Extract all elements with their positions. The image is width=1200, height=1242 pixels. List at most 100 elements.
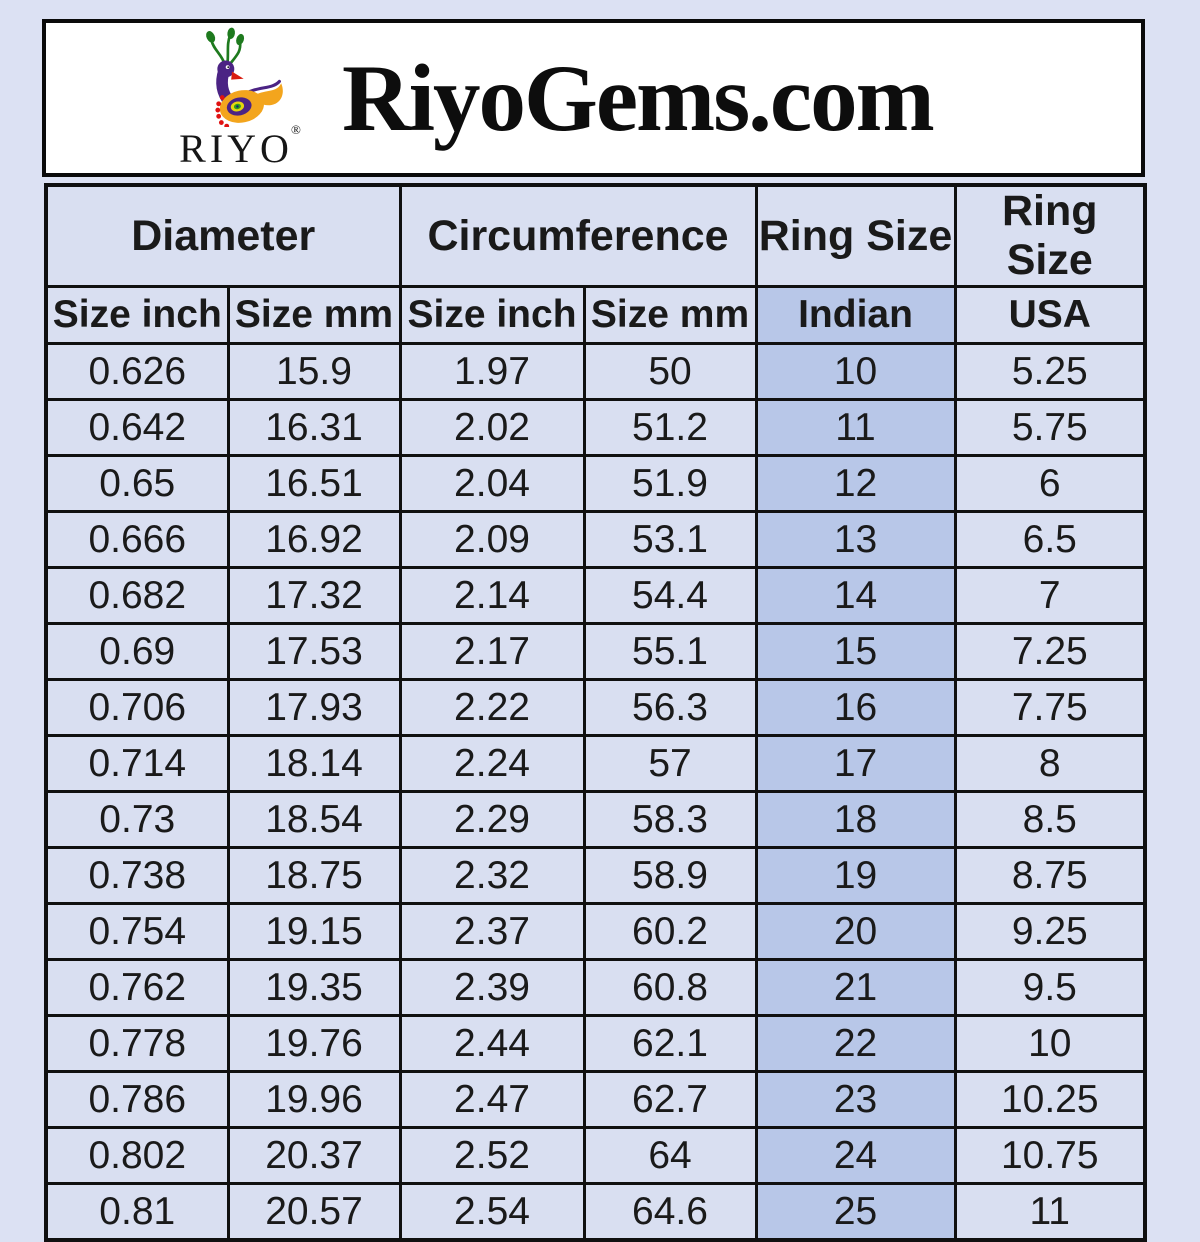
registered-trademark-symbol: ® <box>290 122 301 137</box>
cell-circumference-size-inch: 1.97 <box>398 342 586 401</box>
table-row: 0.65 16.51 2.04 51.9 12 6 <box>44 454 1147 513</box>
cell-diameter-size-mm: 18.75 <box>226 846 402 905</box>
cell-diameter-size-inch: 0.762 <box>44 958 230 1017</box>
cell-diameter-size-inch: 0.802 <box>44 1126 230 1185</box>
cell-circumference-size-mm: 62.7 <box>582 1070 758 1129</box>
cell-circumference-size-inch: 2.44 <box>398 1014 586 1073</box>
cell-diameter-size-mm: 15.9 <box>226 342 402 401</box>
sub-header-usa: USA <box>953 285 1147 345</box>
cell-ring-size-indian: 25 <box>754 1182 957 1242</box>
cell-diameter-size-mm: 16.31 <box>226 398 402 457</box>
cell-diameter-size-inch: 0.642 <box>44 398 230 457</box>
cell-diameter-size-mm: 18.14 <box>226 734 402 793</box>
cell-circumference-size-mm: 62.1 <box>582 1014 758 1073</box>
cell-circumference-size-mm: 58.3 <box>582 790 758 849</box>
cell-circumference-size-inch: 2.54 <box>398 1182 586 1242</box>
cell-ring-size-usa: 7 <box>953 566 1147 625</box>
cell-diameter-size-mm: 18.54 <box>226 790 402 849</box>
table-row: 0.706 17.93 2.22 56.3 16 7.75 <box>44 678 1147 737</box>
cell-circumference-size-inch: 2.47 <box>398 1070 586 1129</box>
cell-ring-size-usa: 9.25 <box>953 902 1147 961</box>
cell-ring-size-indian: 21 <box>754 958 957 1017</box>
cell-diameter-size-mm: 19.96 <box>226 1070 402 1129</box>
cell-diameter-size-mm: 17.93 <box>226 678 402 737</box>
sub-header-circumference-size-inch: Size inch <box>398 285 586 345</box>
cell-ring-size-indian: 18 <box>754 790 957 849</box>
cell-ring-size-indian: 22 <box>754 1014 957 1073</box>
cell-ring-size-usa: 9.5 <box>953 958 1147 1017</box>
cell-ring-size-indian: 15 <box>754 622 957 681</box>
cell-circumference-size-mm: 53.1 <box>582 510 758 569</box>
cell-diameter-size-mm: 19.35 <box>226 958 402 1017</box>
cell-ring-size-indian: 16 <box>754 678 957 737</box>
cell-ring-size-usa: 7.75 <box>953 678 1147 737</box>
logo-wordmark: RIYO® <box>179 122 301 171</box>
cell-circumference-size-mm: 64.6 <box>582 1182 758 1242</box>
cell-circumference-size-mm: 58.9 <box>582 846 758 905</box>
cell-circumference-size-mm: 60.2 <box>582 902 758 961</box>
table-row: 0.778 19.76 2.44 62.1 22 10 <box>44 1014 1147 1073</box>
cell-circumference-size-inch: 2.52 <box>398 1126 586 1185</box>
cell-ring-size-usa: 10.25 <box>953 1070 1147 1129</box>
table-row: 0.642 16.31 2.02 51.2 11 5.75 <box>44 398 1147 457</box>
site-title: RiyoGems.com <box>342 45 935 151</box>
sub-header-circumference-size-mm: Size mm <box>582 285 758 345</box>
cell-diameter-size-mm: 19.76 <box>226 1014 402 1073</box>
table-row: 0.666 16.92 2.09 53.1 13 6.5 <box>44 510 1147 569</box>
table-row: 0.754 19.15 2.37 60.2 20 9.25 <box>44 902 1147 961</box>
cell-diameter-size-mm: 19.15 <box>226 902 402 961</box>
cell-diameter-size-inch: 0.786 <box>44 1070 230 1129</box>
cell-circumference-size-inch: 2.04 <box>398 454 586 513</box>
cell-diameter-size-inch: 0.706 <box>44 678 230 737</box>
cell-diameter-size-mm: 20.37 <box>226 1126 402 1185</box>
group-header-circumference: Circumference <box>398 183 758 288</box>
group-header-ring-size-usa: Ring Size <box>953 183 1147 288</box>
cell-circumference-size-inch: 2.39 <box>398 958 586 1017</box>
cell-ring-size-usa: 6 <box>953 454 1147 513</box>
table-row: 0.682 17.32 2.14 54.4 14 7 <box>44 566 1147 625</box>
cell-diameter-size-inch: 0.754 <box>44 902 230 961</box>
cell-diameter-size-inch: 0.65 <box>44 454 230 513</box>
cell-diameter-size-inch: 0.81 <box>44 1182 230 1242</box>
cell-circumference-size-inch: 2.29 <box>398 790 586 849</box>
cell-circumference-size-mm: 51.9 <box>582 454 758 513</box>
cell-ring-size-usa: 7.25 <box>953 622 1147 681</box>
cell-diameter-size-inch: 0.666 <box>44 510 230 569</box>
cell-ring-size-usa: 11 <box>953 1182 1147 1242</box>
table-row: 0.714 18.14 2.24 57 17 8 <box>44 734 1147 793</box>
cell-circumference-size-mm: 64 <box>582 1126 758 1185</box>
cell-ring-size-usa: 8.5 <box>953 790 1147 849</box>
cell-circumference-size-mm: 50 <box>582 342 758 401</box>
cell-diameter-size-inch: 0.738 <box>44 846 230 905</box>
group-header-row: Diameter Circumference Ring Size Ring Si… <box>44 183 1147 288</box>
cell-circumference-size-inch: 2.22 <box>398 678 586 737</box>
cell-ring-size-indian: 10 <box>754 342 957 401</box>
cell-circumference-size-inch: 2.32 <box>398 846 586 905</box>
cell-ring-size-indian: 14 <box>754 566 957 625</box>
cell-ring-size-usa: 5.75 <box>953 398 1147 457</box>
cell-ring-size-indian: 23 <box>754 1070 957 1129</box>
cell-diameter-size-mm: 20.57 <box>226 1182 402 1242</box>
cell-ring-size-usa: 8.75 <box>953 846 1147 905</box>
ring-size-conversion-table: Diameter Circumference Ring Size Ring Si… <box>44 183 1148 1242</box>
cell-ring-size-usa: 8 <box>953 734 1147 793</box>
cell-ring-size-indian: 19 <box>754 846 957 905</box>
cell-diameter-size-inch: 0.682 <box>44 566 230 625</box>
cell-diameter-size-inch: 0.714 <box>44 734 230 793</box>
table-row: 0.69 17.53 2.17 55.1 15 7.25 <box>44 622 1147 681</box>
cell-ring-size-indian: 17 <box>754 734 957 793</box>
cell-ring-size-indian: 12 <box>754 454 957 513</box>
sub-header-row: Size inch Size mm Size inch Size mm Indi… <box>44 285 1147 345</box>
cell-ring-size-usa: 5.25 <box>953 342 1147 401</box>
sub-header-diameter-size-inch: Size inch <box>44 285 230 345</box>
sub-header-indian: Indian <box>754 285 957 345</box>
cell-circumference-size-mm: 55.1 <box>582 622 758 681</box>
cell-ring-size-indian: 11 <box>754 398 957 457</box>
header-banner: RIYO® RiyoGems.com <box>42 19 1145 177</box>
cell-diameter-size-mm: 16.92 <box>226 510 402 569</box>
cell-diameter-size-inch: 0.73 <box>44 790 230 849</box>
cell-ring-size-usa: 10.75 <box>953 1126 1147 1185</box>
group-header-ring-size-indian: Ring Size <box>754 183 957 288</box>
cell-circumference-size-mm: 54.4 <box>582 566 758 625</box>
riyo-logo: RIYO® <box>172 27 308 169</box>
